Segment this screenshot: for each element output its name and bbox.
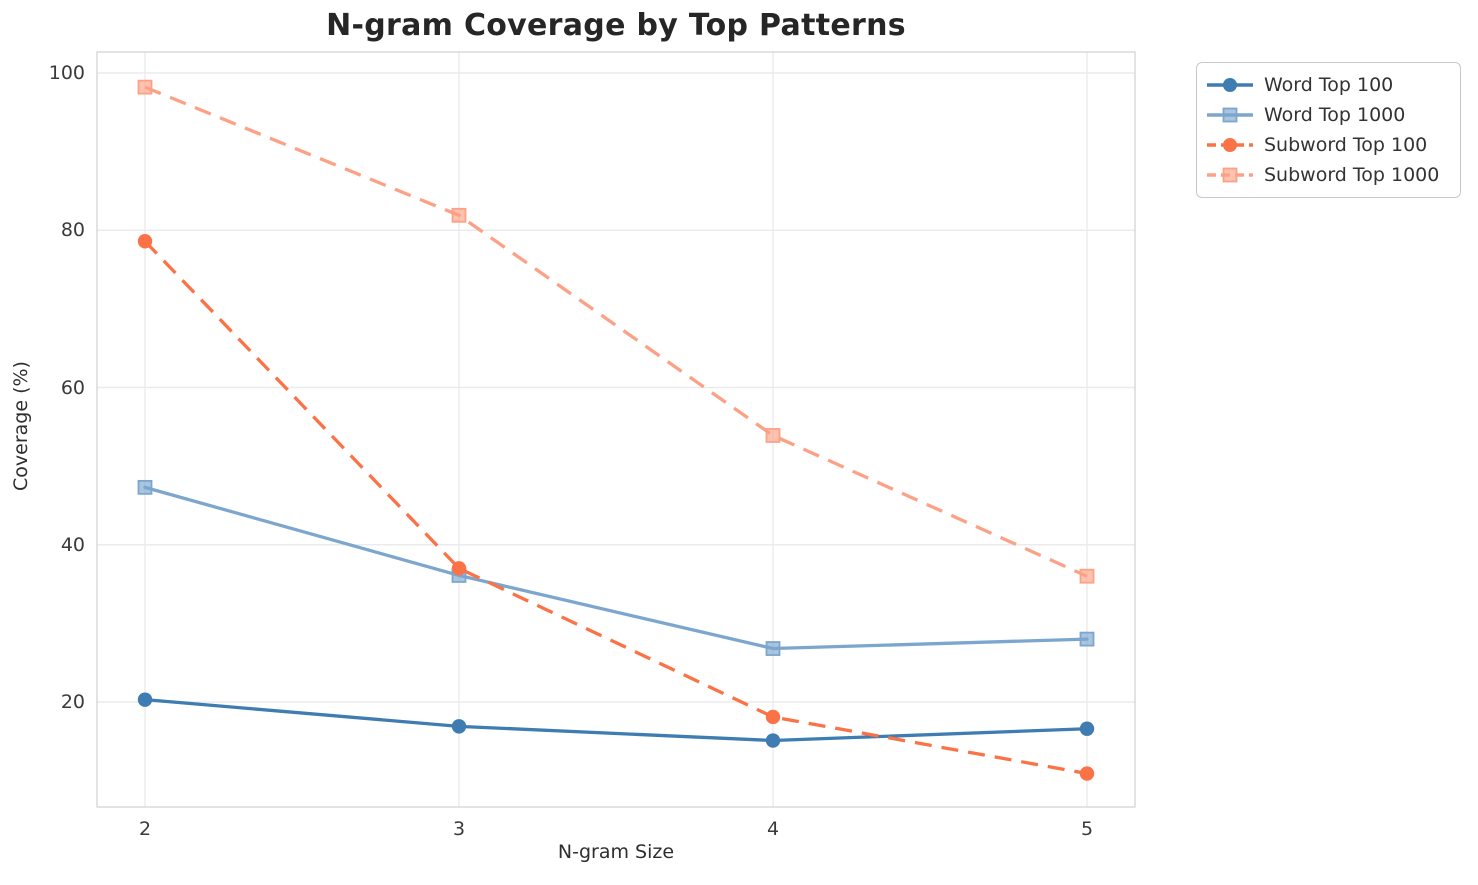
data-point-word-top-1000[interactable] — [1079, 631, 1095, 647]
x-tick-label: 2 — [138, 818, 152, 840]
legend-label: Subword Top 100 — [1264, 134, 1428, 156]
legend-item-subword-top-100[interactable]: Subword Top 100 — [1206, 130, 1448, 160]
series-line-word-top-100 — [143, 697, 1089, 743]
data-point-subword-top-1000[interactable] — [137, 79, 153, 95]
data-point-subword-top-100[interactable] — [451, 561, 467, 576]
x-tick-label: 4 — [766, 818, 780, 840]
y-tick-label: 100 — [48, 62, 85, 84]
y-tick-label: 60 — [60, 376, 85, 399]
y-axis-label: Coverage (%) — [10, 361, 32, 491]
data-point-subword-top-100[interactable] — [765, 709, 781, 725]
y-tick-label: 20 — [60, 691, 85, 713]
data-point-subword-top-1000[interactable] — [451, 207, 467, 223]
chart-title: N-gram Coverage by Top Patterns — [326, 8, 906, 43]
data-point-word-top-100[interactable] — [137, 692, 153, 707]
legend-item-subword-top-1000[interactable]: Subword Top 1000 — [1206, 160, 1448, 190]
data-point-subword-top-1000[interactable] — [765, 428, 781, 443]
series-line-subword-top-1000 — [144, 85, 1088, 578]
x-axis-label: N-gram Size — [557, 841, 675, 863]
legend-dashed-line-square-marker-icon — [1207, 167, 1253, 183]
series-subword-top-1000 — [137, 79, 1095, 584]
data-point-word-top-1000[interactable] — [765, 641, 781, 656]
series-line-word-top-1000 — [143, 485, 1089, 651]
y-tick-label: 40 — [60, 533, 85, 556]
y-tick-label: 80 — [60, 219, 85, 242]
legend-dashed-line-circle-marker-icon — [1207, 138, 1253, 152]
data-point-subword-top-1000[interactable] — [1079, 568, 1095, 584]
legend-label: Subword Top 1000 — [1264, 164, 1440, 186]
data-point-word-top-100[interactable] — [1079, 721, 1095, 736]
series-subword-top-100 — [137, 234, 1095, 781]
data-point-subword-top-100[interactable] — [137, 234, 153, 249]
series-word-top-100 — [137, 692, 1095, 748]
legend-line-square-marker-icon — [1207, 107, 1253, 123]
legend-label: Word Top 1000 — [1264, 104, 1406, 126]
legend-item-word-top-100[interactable]: Word Top 100 — [1206, 70, 1448, 100]
data-point-word-top-1000[interactable] — [137, 479, 153, 495]
legend-item-word-top-1000[interactable]: Word Top 1000 — [1206, 100, 1448, 130]
data-point-word-top-100[interactable] — [451, 719, 467, 734]
legend-line-circle-marker-icon — [1207, 78, 1253, 92]
data-point-word-top-100[interactable] — [765, 733, 781, 748]
x-tick-label: 3 — [452, 818, 466, 840]
x-tick-label: 5 — [1080, 818, 1094, 840]
legend-label: Word Top 100 — [1264, 74, 1394, 96]
data-point-subword-top-100[interactable] — [1079, 766, 1095, 781]
axes-spines — [96, 51, 1136, 808]
plot-background — [97, 52, 1135, 807]
legend: Word Top 100 Word Top 1000 Subword Top 1… — [1196, 62, 1461, 198]
series-line-subword-top-100 — [143, 240, 1088, 776]
